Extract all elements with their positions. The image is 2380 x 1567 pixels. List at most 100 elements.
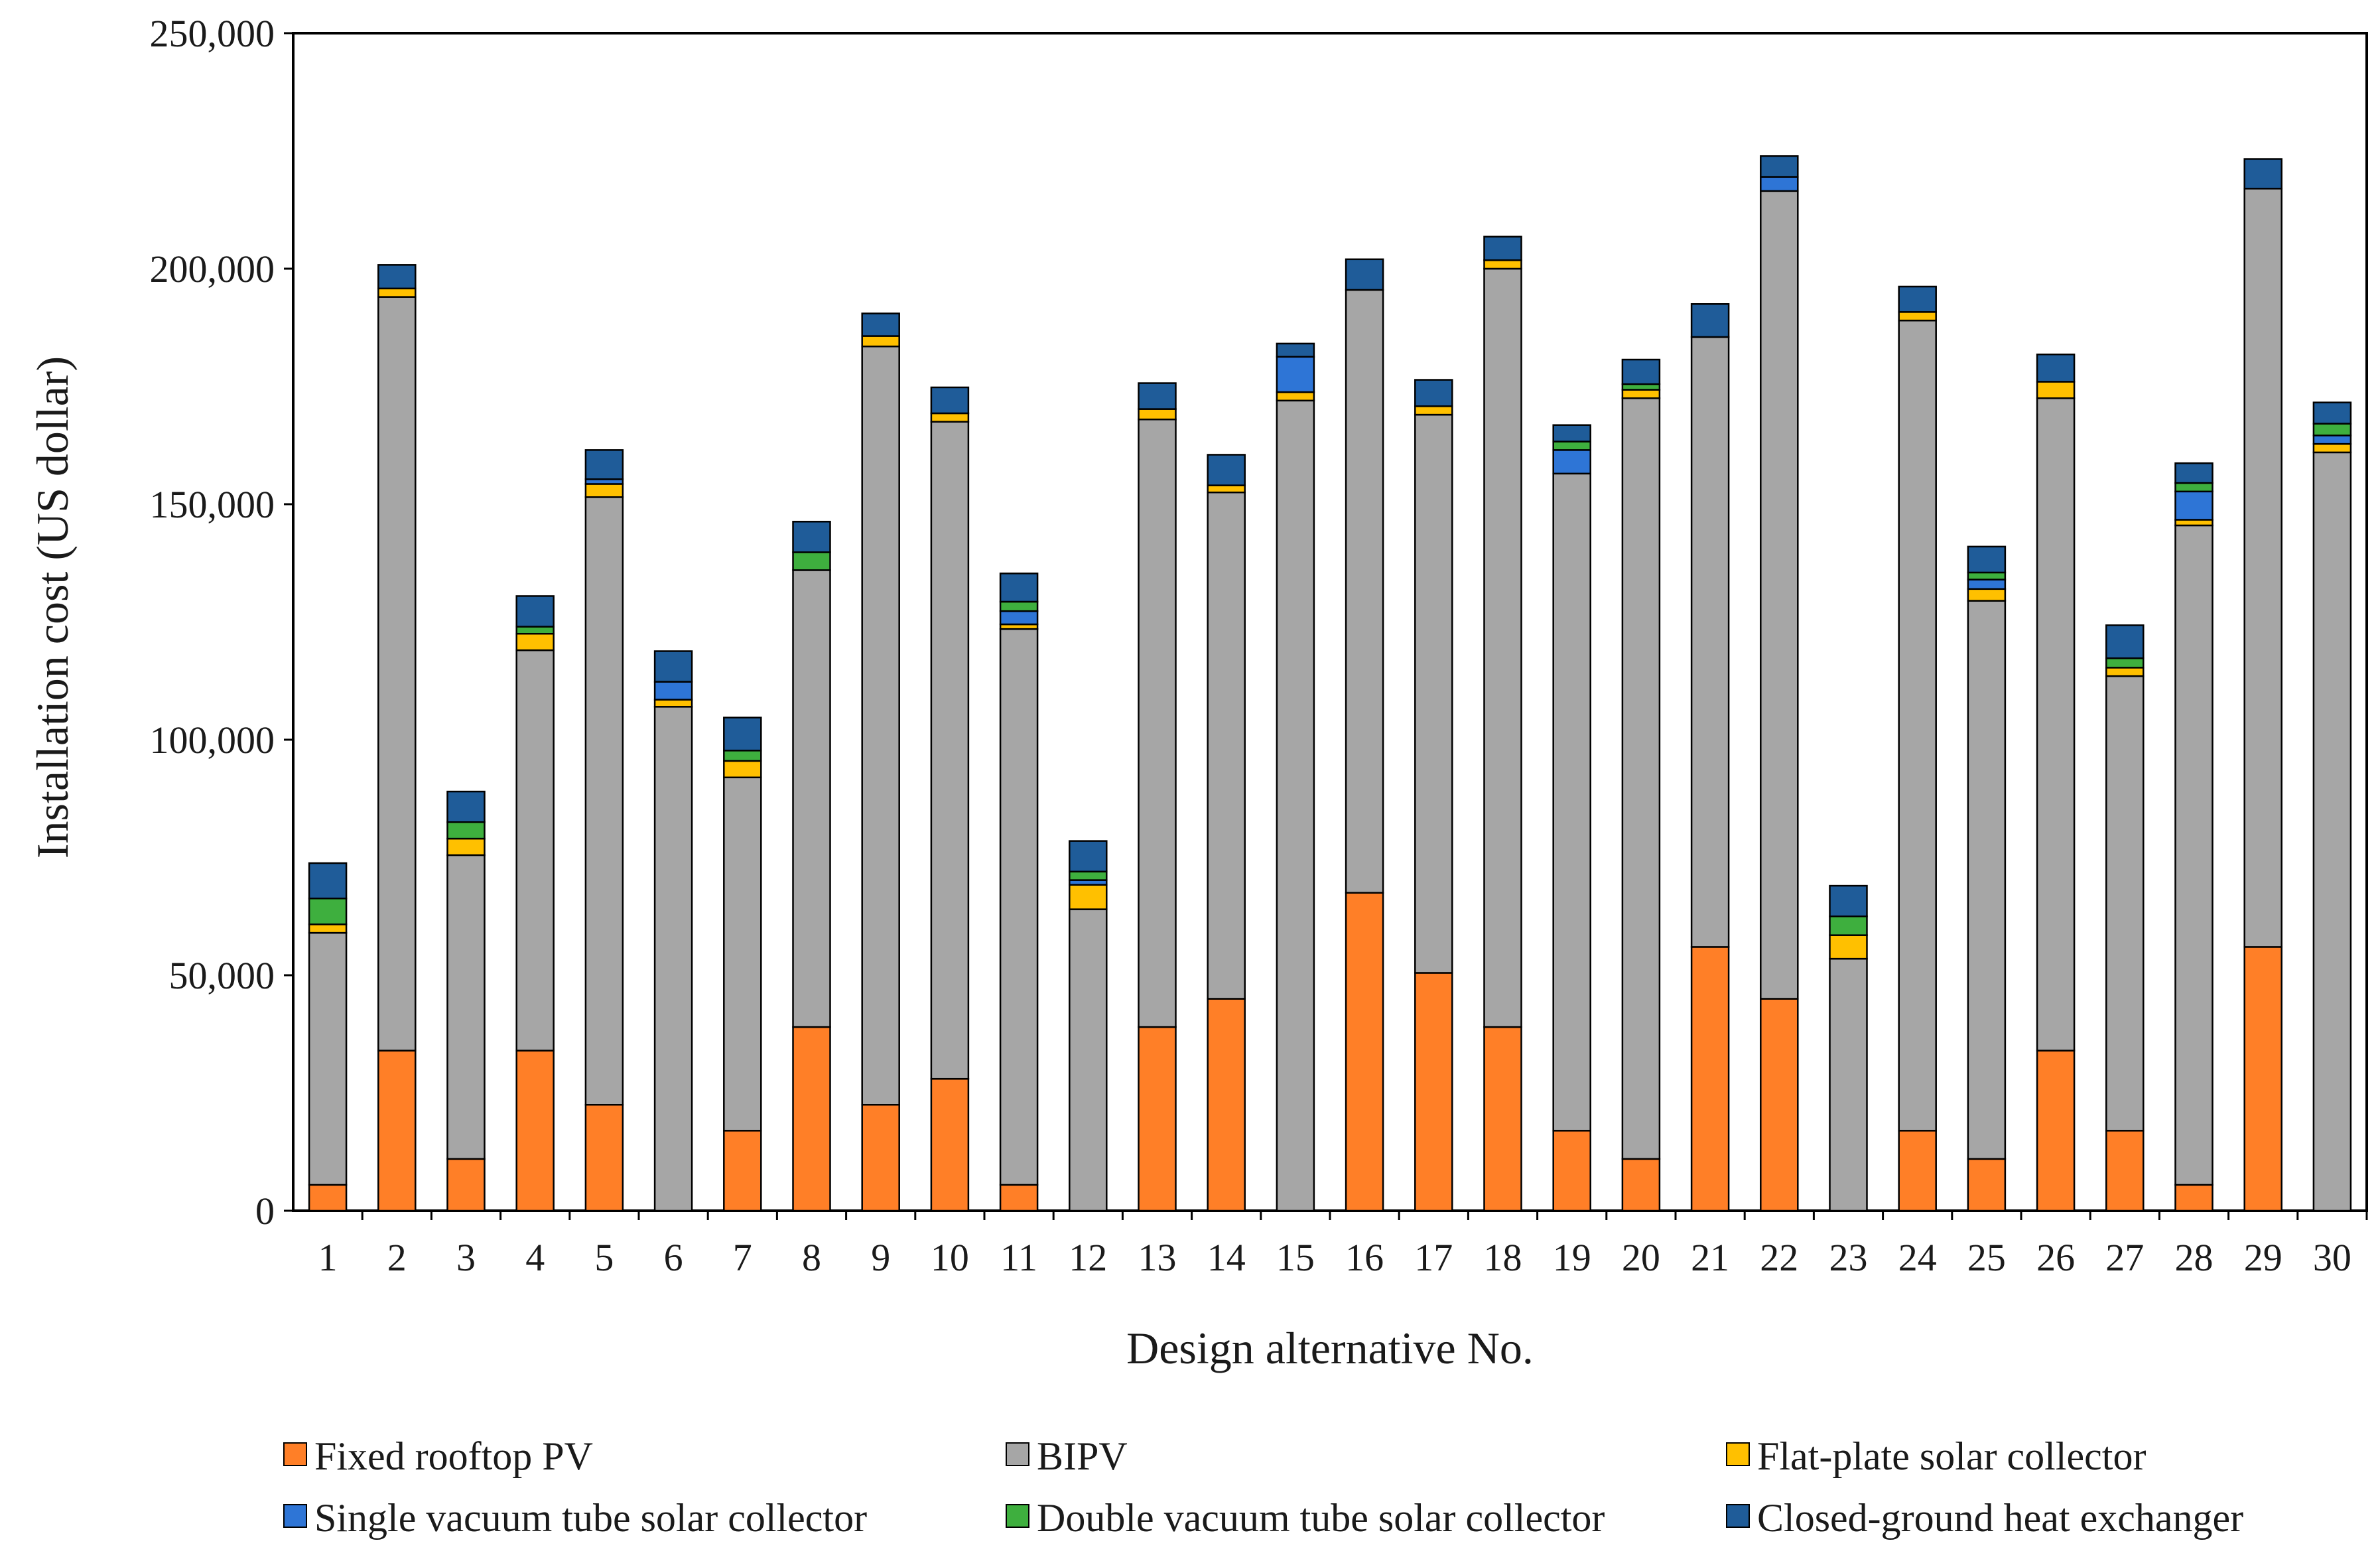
bar-segment-10-series-1	[930, 1077, 970, 1212]
bar-segment-26-series-6	[2036, 353, 2076, 383]
x-tick-label: 29	[2244, 1236, 2282, 1279]
bar-segment-16-series-1	[1345, 892, 1384, 1212]
bar-stack-20	[1621, 358, 1661, 1212]
x-tick-label: 25	[1967, 1236, 2006, 1279]
bar-stack-18	[1483, 236, 1522, 1212]
bar-segment-14-series-2	[1207, 492, 1246, 1000]
bar-segment-1-series-6	[308, 862, 348, 900]
x-tick-label: 1	[318, 1236, 338, 1279]
bar-segment-24-series-1	[1898, 1130, 1937, 1212]
bar-stack-11	[999, 573, 1039, 1212]
legend-swatch	[1726, 1442, 1750, 1466]
bar-segment-28-series-5	[2174, 482, 2214, 493]
bar-segment-27-series-5	[2105, 657, 2145, 669]
bar-segment-10-series-3	[930, 412, 970, 423]
bar-segment-14-series-6	[1207, 454, 1246, 486]
bar-segment-11-series-6	[999, 573, 1039, 603]
bar-segment-16-series-6	[1345, 258, 1384, 291]
bar-segment-28-series-1	[2174, 1184, 2214, 1212]
x-tick-label: 8	[802, 1236, 821, 1279]
legend-swatch	[1726, 1504, 1750, 1528]
legend-item-6: Closed-ground heat exchanger	[1726, 1496, 2243, 1540]
x-tick-label: 24	[1898, 1236, 1937, 1279]
y-tick-label: 50,000	[169, 954, 275, 997]
bars-group	[308, 155, 2352, 1212]
x-tick-label: 21	[1691, 1236, 1729, 1279]
bar-segment-26-series-2	[2036, 397, 2076, 1052]
bar-segment-6-series-3	[653, 699, 693, 708]
bar-segment-25-series-2	[1967, 600, 2007, 1160]
plot-border	[292, 32, 2368, 1212]
x-tick-label: 7	[733, 1236, 752, 1279]
bar-segment-23-series-5	[1829, 916, 1868, 936]
x-tick-label: 30	[2313, 1236, 2351, 1279]
bar-segment-22-series-4	[1760, 176, 1799, 192]
bar-segment-13-series-1	[1138, 1026, 1177, 1212]
bar-stack-29	[2243, 158, 2282, 1212]
bar-stack-1	[308, 862, 348, 1212]
bar-segment-29-series-1	[2243, 946, 2282, 1212]
bar-segment-4-series-2	[515, 649, 555, 1052]
bar-segment-30-series-3	[2312, 443, 2352, 454]
x-tick-label: 20	[1622, 1236, 1660, 1279]
bar-segment-2-series-6	[377, 264, 417, 290]
x-tick-label: 9	[871, 1236, 890, 1279]
bar-segment-13-series-3	[1138, 408, 1177, 421]
bar-segment-24-series-2	[1898, 319, 1937, 1132]
bar-stack-7	[723, 716, 762, 1212]
x-axis: 1 2 3 4 5 6 7 8 9 10 11 12 13 14 15 16 17 18 19 20 21 22 23 24 2…	[318, 1211, 2368, 1279]
x-tick-label: 12	[1069, 1236, 1107, 1279]
x-tick-label: 4	[525, 1236, 545, 1279]
legend: Fixed rooftop PV BIPV Flat-plate solar col…	[283, 1434, 2243, 1540]
bar-stack-2	[377, 264, 417, 1212]
legend-label: Closed-ground heat exchanger	[1757, 1496, 2243, 1540]
bar-segment-14-series-3	[1207, 484, 1246, 494]
x-tick-label: 10	[931, 1236, 969, 1279]
bar-segment-20-series-6	[1621, 358, 1661, 385]
bar-segment-6-series-2	[653, 706, 693, 1212]
bar-segment-19-series-5	[1552, 441, 1591, 451]
bar-segment-26-series-1	[2036, 1050, 2076, 1212]
bar-segment-2-series-2	[377, 296, 417, 1052]
x-tick-label: 22	[1760, 1236, 1798, 1279]
bar-stack-26	[2036, 353, 2076, 1212]
bar-stack-13	[1138, 382, 1177, 1212]
bar-segment-5-series-1	[584, 1104, 624, 1212]
x-tick-label: 13	[1138, 1236, 1177, 1279]
bar-segment-28-series-2	[2174, 524, 2214, 1186]
bar-segment-8-series-6	[792, 521, 831, 553]
bar-stack-12	[1069, 840, 1108, 1212]
bar-segment-3-series-2	[446, 854, 486, 1160]
y-tick-label: 0	[255, 1190, 275, 1233]
bar-segment-17-series-3	[1414, 405, 1453, 416]
bar-segment-25-series-1	[1967, 1158, 2007, 1212]
x-tick-label: 27	[2105, 1236, 2144, 1279]
bar-segment-25-series-3	[1967, 588, 2007, 602]
bar-segment-5-series-2	[584, 496, 624, 1106]
bar-segment-21-series-2	[1690, 336, 1730, 948]
bar-segment-13-series-6	[1138, 382, 1177, 410]
bar-segment-4-series-5	[515, 626, 555, 635]
legend-swatch	[1006, 1442, 1029, 1466]
bar-segment-3-series-3	[446, 837, 486, 856]
x-tick-label: 16	[1345, 1236, 1384, 1279]
bar-segment-20-series-2	[1621, 397, 1661, 1160]
plot-area	[292, 32, 2368, 1212]
bar-segment-17-series-2	[1414, 413, 1453, 974]
y-tick-label: 250,000	[150, 12, 275, 55]
legend-swatch	[283, 1504, 307, 1528]
legend-label: Fixed rooftop PV	[314, 1434, 593, 1478]
bar-segment-10-series-2	[930, 421, 970, 1080]
bar-stack-19	[1552, 424, 1591, 1212]
bar-segment-5-series-6	[584, 449, 624, 480]
bar-segment-30-series-4	[2312, 435, 2352, 445]
bar-segment-3-series-6	[446, 790, 486, 823]
bar-stack-8	[792, 521, 831, 1212]
bar-segment-4-series-6	[515, 595, 555, 628]
bar-segment-8-series-2	[792, 569, 831, 1028]
bar-segment-24-series-6	[1898, 285, 1937, 313]
x-tick-label: 11	[1000, 1236, 1037, 1279]
bar-segment-19-series-2	[1552, 472, 1591, 1132]
bar-stack-25	[1967, 545, 2007, 1212]
